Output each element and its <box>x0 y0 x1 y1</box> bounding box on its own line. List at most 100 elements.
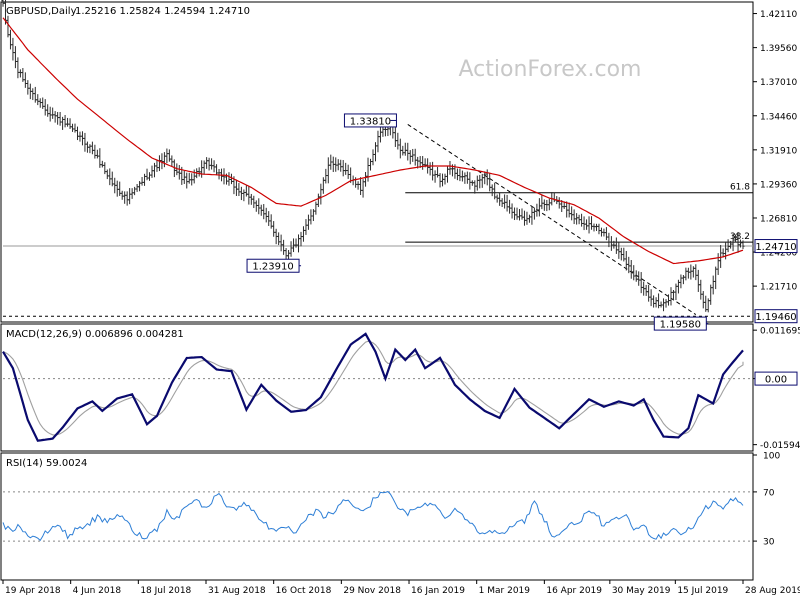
x-axis-tick-label: 30 May 2019 <box>612 586 671 596</box>
price-bar <box>341 160 345 177</box>
rsi-title: RSI(14) 59.0024 <box>6 458 87 469</box>
macd-layer: 0.0116950.00-0.0159490.00 <box>2 327 800 451</box>
price-bar <box>135 184 139 192</box>
price-bar <box>185 172 189 189</box>
price-bar <box>73 123 77 133</box>
price-bar <box>43 99 47 116</box>
price-bar <box>699 279 703 300</box>
x-axis-tick-label: 15 Jul 2019 <box>677 586 728 596</box>
price-bar <box>401 145 405 156</box>
price-bar <box>358 177 363 196</box>
price-bar <box>445 165 450 183</box>
price-bar <box>403 142 407 156</box>
price-bar <box>128 188 132 205</box>
price-bar <box>286 249 291 260</box>
price-bar <box>512 207 517 221</box>
price-bar <box>53 111 57 123</box>
price-bar <box>644 284 648 296</box>
price-bar <box>155 159 159 172</box>
price-bar <box>701 291 705 309</box>
price-bar <box>458 168 462 182</box>
price-axis-tick-label: 1.29360 <box>760 180 797 190</box>
price-bar <box>162 152 167 168</box>
price-bar <box>460 170 464 182</box>
price-bar <box>517 209 522 221</box>
macd-current-label: 0.00 <box>765 374 787 385</box>
price-bar <box>684 267 688 281</box>
price-bar <box>371 149 375 166</box>
price-bar <box>48 106 52 122</box>
price-bar <box>56 112 60 125</box>
fib-level-label: 61.8 <box>730 183 750 193</box>
price-bar <box>366 157 370 182</box>
price-bar <box>289 241 293 257</box>
price-bar <box>714 266 718 290</box>
rsi-axis-tick-label: 70 <box>763 488 775 498</box>
price-layer: 1.42110 1.39560 1.37010 1.34460 1.31910 1.293… <box>1 0 798 331</box>
price-bar <box>408 150 412 165</box>
price-bar <box>711 275 715 295</box>
price-bar <box>304 219 308 235</box>
price-bar <box>661 298 666 312</box>
moving-average-line <box>2 17 744 265</box>
price-bar <box>142 173 147 186</box>
price-bar <box>572 209 576 225</box>
current-price-label: 1.24710 <box>755 242 796 253</box>
price-bar <box>485 169 489 186</box>
price-bar <box>592 223 596 232</box>
price-bar <box>247 186 251 205</box>
price-bar <box>316 193 320 208</box>
ohlc-label: 1.25216 1.25824 1.24594 1.24710 <box>75 6 250 17</box>
price-bar <box>498 192 502 206</box>
price-bar <box>500 198 504 207</box>
price-bar <box>428 162 432 176</box>
x-axis-tick-label: 19 Apr 2018 <box>5 586 61 596</box>
x-axis-tick-label: 4 Jun 2018 <box>73 586 122 596</box>
price-bar <box>545 199 549 212</box>
price-bar <box>373 142 378 162</box>
price-bar <box>205 157 209 169</box>
price-bar <box>522 210 527 226</box>
price-bar <box>170 155 174 167</box>
watermark: ActionForex.com <box>459 57 642 82</box>
price-bar <box>530 206 534 225</box>
price-bar <box>326 157 330 184</box>
price-bar <box>123 191 127 204</box>
price-bar <box>93 144 97 159</box>
price-bar <box>473 180 477 194</box>
price-bar <box>582 216 586 231</box>
price-bar <box>309 209 313 225</box>
price-bar <box>393 126 397 147</box>
price-bar <box>741 240 745 250</box>
price-bar <box>594 223 599 231</box>
x-axis-tick-label: 1 Mar 2019 <box>479 586 531 596</box>
price-bar <box>478 174 482 189</box>
x-axis-tick-label: 16 Oct 2018 <box>276 586 332 596</box>
support-level-label-box <box>754 309 798 324</box>
price-axis-tick-label: 1.37010 <box>760 78 797 88</box>
price-bar <box>152 162 157 178</box>
price-bar <box>279 234 283 252</box>
x-axis-tick-label: 28 Aug 2019 <box>745 586 800 596</box>
price-bar <box>694 264 698 281</box>
price-bar <box>115 180 119 197</box>
price-bar <box>51 107 55 119</box>
price-bar <box>58 111 62 126</box>
price-bar <box>177 165 181 180</box>
price-bar <box>654 297 658 308</box>
price-bar <box>689 264 693 280</box>
price-bar <box>36 94 40 106</box>
price-bar <box>448 160 452 175</box>
price-bar <box>510 203 514 219</box>
price-bar <box>346 164 350 179</box>
price-bar <box>505 194 509 212</box>
x-axis-tick-label: 16 Apr 2019 <box>546 586 602 596</box>
price-bar <box>6 15 10 38</box>
price-bar <box>31 88 35 101</box>
price-bar <box>671 290 676 300</box>
price-bar <box>565 201 569 218</box>
price-axis-tick-label: 1.24260 <box>760 249 797 259</box>
price-bar <box>363 171 368 187</box>
price-bar <box>13 46 18 69</box>
